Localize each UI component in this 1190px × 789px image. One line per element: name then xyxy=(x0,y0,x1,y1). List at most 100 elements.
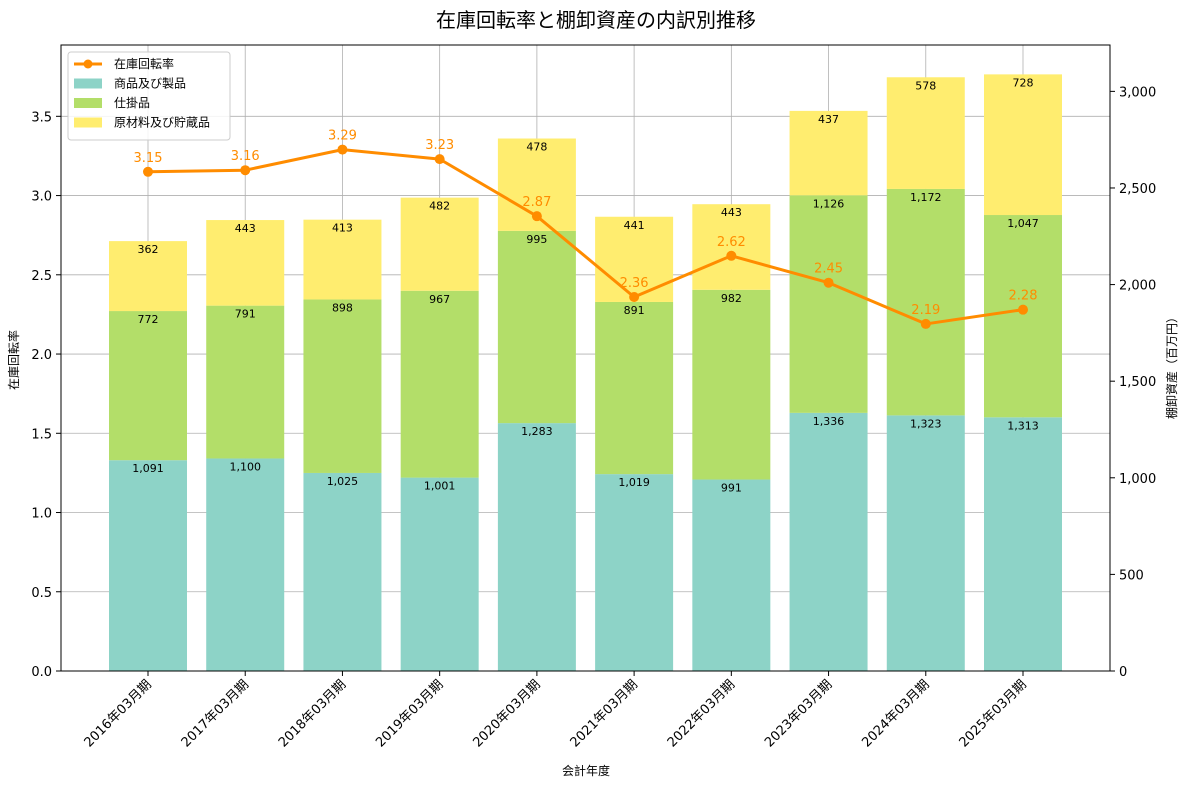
turnover-point xyxy=(629,291,640,302)
bar-value-label: 1,283 xyxy=(521,425,553,438)
turnover-point xyxy=(240,165,251,176)
turnover-value-label: 3.16 xyxy=(231,149,260,164)
bar-segment xyxy=(692,479,771,671)
x-tick-label: 2024年03月期 xyxy=(859,677,932,750)
legend-label: 商品及び製品 xyxy=(114,76,186,91)
y-left-tick-label: 1.0 xyxy=(31,507,52,522)
y-left-axis-title: 在庫回転率 xyxy=(6,330,21,390)
bar-value-label: 1,091 xyxy=(132,462,164,475)
bar-value-label: 891 xyxy=(624,304,645,317)
x-tick-label: 2017年03月期 xyxy=(179,677,252,750)
bar-segment xyxy=(109,311,187,461)
x-tick-label: 2021年03月期 xyxy=(568,677,641,750)
bar-segment xyxy=(303,219,382,300)
bar-value-label: 1,047 xyxy=(1007,217,1039,230)
y-right-tick-label: 2,000 xyxy=(1119,279,1156,294)
bar-segment xyxy=(400,477,479,671)
turnover-point xyxy=(726,250,737,261)
bar-segment xyxy=(595,474,674,671)
legend-swatch xyxy=(74,98,102,108)
turnover-point xyxy=(143,166,153,177)
turnover-value-label: 3.29 xyxy=(328,129,357,144)
bar-segment xyxy=(984,417,1062,671)
plot-frame xyxy=(60,44,1111,672)
bar-segment xyxy=(497,423,576,671)
bar-segment xyxy=(789,412,868,671)
bar-segment xyxy=(595,216,674,302)
y-right-tick-label: 0 xyxy=(1119,665,1127,680)
y-right-tick-label: 1,500 xyxy=(1119,375,1156,390)
bar-segment xyxy=(789,110,868,196)
y-right-axis-title: 棚卸資産（百万円） xyxy=(1164,311,1179,419)
line-layer: 3.15 3.16 3.29 3.23 2.87 2.36 2.62 2.45 2.19 2.28 xyxy=(134,129,1038,329)
bar-segment xyxy=(206,220,285,306)
bar-value-label: 1,313 xyxy=(1007,419,1039,432)
bars-layer xyxy=(109,74,1062,671)
bar-segment xyxy=(206,305,285,459)
bar-value-label: 443 xyxy=(721,206,742,219)
bar-labels-layer: 1,091 1,100 1,025 1,001 1,283 1,019 991 1,336 1,… xyxy=(132,76,1039,494)
y-left-tick-label: 3.0 xyxy=(31,190,52,205)
turnover-point xyxy=(531,211,542,222)
x-tick-label: 2025年03月期 xyxy=(957,677,1030,750)
bar-segment xyxy=(692,289,771,480)
bar-segment xyxy=(109,241,187,312)
turnover-point xyxy=(337,144,348,155)
bar-segment xyxy=(984,74,1062,216)
bar-segment xyxy=(109,460,187,671)
chart-title: 在庫回転率と棚卸資産の内訳別推移 xyxy=(436,8,756,32)
turnover-value-label: 2.28 xyxy=(1009,289,1038,304)
x-axis-title: 会計年度 xyxy=(562,763,610,778)
turnover-point xyxy=(920,318,931,329)
legend-box xyxy=(67,51,231,141)
y-left-tick-label: 1.5 xyxy=(31,427,52,442)
bar-segment xyxy=(595,301,674,475)
bar-value-label: 443 xyxy=(235,222,256,235)
turnover-value-label: 2.45 xyxy=(814,262,843,277)
legend-swatch xyxy=(74,78,102,89)
bar-value-label: 1,323 xyxy=(910,417,942,430)
y-left-tick-label: 0.5 xyxy=(31,586,52,601)
bar-value-label: 413 xyxy=(332,222,353,235)
x-tick-label: 2018年03月期 xyxy=(276,677,349,750)
bar-segment xyxy=(886,188,965,416)
legend-label: 仕掛品 xyxy=(114,95,150,110)
legend-line-marker xyxy=(83,59,93,69)
turnover-value-label: 3.15 xyxy=(134,151,163,166)
bar-value-label: 967 xyxy=(429,293,450,306)
bar-value-label: 791 xyxy=(235,308,256,321)
y-right-tick-label: 2,500 xyxy=(1119,182,1156,197)
turnover-value-label: 2.19 xyxy=(911,303,940,318)
turnover-line xyxy=(147,148,1024,326)
turnover-value-label: 2.36 xyxy=(620,276,649,291)
bar-segment xyxy=(303,472,382,671)
y-right-tick-label: 1,000 xyxy=(1119,472,1156,487)
bar-value-label: 578 xyxy=(915,79,936,92)
bar-segment xyxy=(206,458,285,671)
bar-value-label: 1,001 xyxy=(424,480,456,493)
bar-segment xyxy=(400,197,479,291)
turnover-point xyxy=(434,154,445,165)
bar-segment xyxy=(886,77,965,189)
bar-value-label: 991 xyxy=(721,482,742,495)
legend-label: 在庫回転率 xyxy=(114,56,174,71)
bar-segment xyxy=(984,215,1062,418)
bar-value-label: 1,019 xyxy=(618,476,650,489)
bar-segment xyxy=(789,195,868,413)
y-right-tick-label: 500 xyxy=(1119,568,1144,583)
x-tick-label: 2023年03月期 xyxy=(762,677,835,750)
bar-segment xyxy=(497,230,576,424)
turnover-point xyxy=(1018,304,1028,315)
x-tick-label: 2022年03月期 xyxy=(665,677,738,750)
y-left-tick-label: 2.5 xyxy=(31,269,52,284)
turnover-value-label: 2.62 xyxy=(717,235,746,250)
bar-value-label: 1,172 xyxy=(910,191,942,204)
bar-value-label: 995 xyxy=(526,233,547,246)
y-left-tick-label: 0.0 xyxy=(31,665,52,680)
bar-segment xyxy=(692,204,771,290)
legend-swatch xyxy=(74,117,102,128)
bar-value-label: 728 xyxy=(1013,76,1034,89)
bar-value-label: 1,025 xyxy=(327,475,359,488)
bar-value-label: 982 xyxy=(721,292,742,305)
